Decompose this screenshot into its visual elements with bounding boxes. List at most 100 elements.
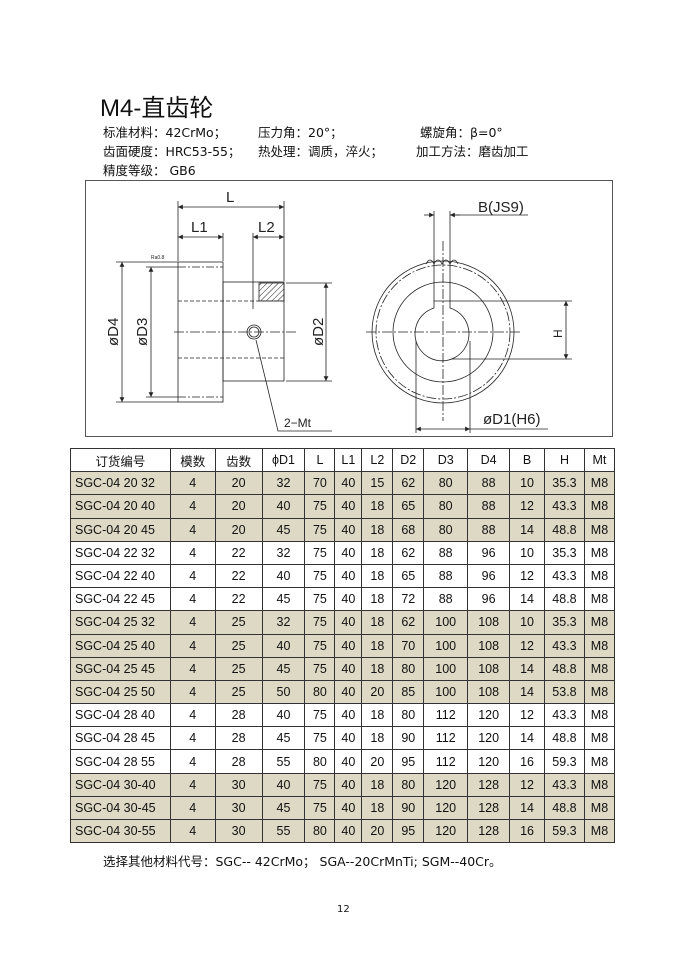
table-cell: M8 [583,633,616,658]
table-cell: 28 [214,749,263,774]
table-cell: 10 [509,471,545,496]
table-row: SGC-04 20 40 4 20 40 75 40 18 65 80 88 12 43.3 M8 [70,494,616,519]
table-cell: 112 [423,703,469,728]
table-cell: 25 [214,633,263,658]
table-row: SGC-04 20 32 4 20 32 70 40 15 62 80 88 10 35.3 M8 [70,471,616,496]
table-cell: 16 [509,749,545,774]
table-cell: 62 [392,471,425,496]
table-cell: 120 [467,703,511,728]
order-code-cell: SGC-04 28 40 [70,703,171,728]
column-header: 模数 [169,447,216,473]
table-cell: 35.3 [544,471,585,496]
table-cell: M8 [583,749,616,774]
table-cell: 18 [361,540,394,565]
table-cell: M8 [583,471,616,496]
table-cell: 75 [304,703,336,728]
table-cell: 12 [509,494,545,519]
table-cell: 80 [392,772,425,797]
table-cell: 75 [304,587,336,612]
table-cell: 88 [423,587,469,612]
table-cell: 96 [467,587,511,612]
order-code-cell: SGC-04 28 55 [70,749,171,774]
table-cell: 120 [423,772,469,797]
table-cell: 45 [261,587,306,612]
front-view [366,211,572,433]
table-cell: 88 [467,471,511,496]
table-cell: 30 [214,818,263,844]
order-code-cell: SGC-04 20 40 [70,494,171,519]
table-cell: 88 [467,494,511,519]
order-code-cell: SGC-04 28 45 [70,726,171,751]
table-cell: 20 [361,679,394,705]
spec-helix-angle: 螺旋角：β=0° [420,125,503,140]
spec-table: 订货编号 模数 齿数 ϕD1 L L1 L2 D2 D3 D4 B H Mt SGC-04 20 32 4… [70,447,616,844]
table-cell: 43.3 [544,633,585,658]
table-cell: 40 [334,471,363,496]
spec-heat-treatment: 热处理：调质，淬火； [258,144,384,159]
order-code-cell: SGC-04 22 45 [70,587,171,612]
table-cell: 30 [214,772,263,797]
table-cell: 68 [392,517,425,542]
table-cell: 4 [169,795,216,821]
table-cell: 4 [169,772,216,797]
table-cell: M8 [583,726,616,751]
column-header: L [304,447,336,473]
table-cell: 120 [467,749,511,774]
label-Mt: 2−Mt [284,416,312,430]
column-header: D4 [467,447,511,473]
column-header: Mt [583,447,616,473]
table-cell: 40 [334,633,363,658]
table-cell: 65 [392,563,425,589]
table-cell: 15 [361,471,394,496]
label-L1: L1 [191,219,208,236]
table-cell: 70 [392,633,425,658]
table-cell: 40 [334,517,363,542]
table-cell: 55 [261,749,306,774]
column-header: B [509,447,545,473]
table-cell: 88 [423,563,469,589]
table-cell: M8 [583,795,616,821]
label-B: B(JS9) [478,199,524,216]
table-cell: 128 [467,795,511,821]
table-cell: 14 [509,517,545,542]
technical-drawing: L L1 L2 øD4 øD3 øD2 2−Mt B(JS9) H øD1(H6… [85,180,613,437]
table-cell: 20 [214,517,263,542]
table-cell: 18 [361,726,394,751]
table-cell: 40 [334,772,363,797]
column-header: D2 [392,447,425,473]
label-roughness: Ra0.8 [151,255,165,261]
table-cell: 4 [169,703,216,728]
table-cell: 4 [169,726,216,751]
table-cell: 18 [361,587,394,612]
table-cell: 40 [261,772,306,797]
label-D4: øD4 [105,318,122,346]
order-code-cell: SGC-04 25 40 [70,633,171,658]
table-cell: 40 [334,679,363,705]
table-cell: 48.8 [544,587,585,612]
table-cell: 95 [392,749,425,774]
table-cell: 53.8 [544,679,585,705]
table-cell: 112 [423,726,469,751]
table-cell: 88 [423,540,469,565]
table-cell: 10 [509,610,545,635]
table-cell: 18 [361,610,394,635]
table-cell: 4 [169,517,216,542]
table-row: SGC-04 20 45 4 20 45 75 40 18 68 80 88 14 48.8 M8 [70,517,616,542]
table-cell: 108 [467,610,511,635]
table-row: SGC-04 22 40 4 22 40 75 40 18 65 88 96 12 43.3 M8 [70,563,616,589]
table-cell: 80 [304,818,336,844]
table-cell: 20 [361,749,394,774]
table-cell: 12 [509,703,545,728]
table-cell: 18 [361,703,394,728]
table-cell: 4 [169,540,216,565]
table-header: 订货编号 模数 齿数 ϕD1 L L1 L2 D2 D3 D4 B H Mt [70,447,616,473]
column-header: L1 [334,447,363,473]
table-cell: M8 [583,610,616,635]
table-cell: 43.3 [544,772,585,797]
table-cell: 12 [509,563,545,589]
table-cell: 18 [361,795,394,821]
table-cell: 75 [304,563,336,589]
table-cell: M8 [583,656,616,681]
order-code-cell: SGC-04 22 32 [70,540,171,565]
table-cell: 62 [392,610,425,635]
